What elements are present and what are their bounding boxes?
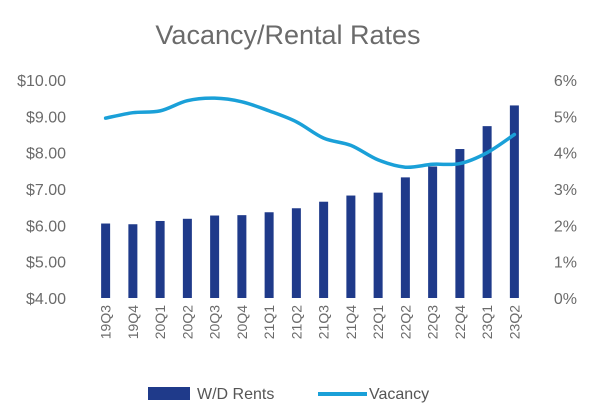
- left-axis-tick-label: $9.00: [26, 109, 66, 126]
- chart-title: Vacancy/Rental Rates: [155, 20, 420, 50]
- rent-bar: [101, 223, 111, 298]
- rent-bar: [128, 224, 138, 298]
- vacancy-line: [103, 96, 517, 170]
- right-axis-ticks: 0% 1% 2% 3% 4% 5% 6%: [554, 73, 577, 308]
- right-axis-tick-label: 4%: [554, 146, 577, 163]
- left-axis-tick-label: $10.00: [17, 73, 66, 90]
- rent-bar: [319, 201, 329, 298]
- left-axis-tick-label: $5.00: [26, 255, 66, 272]
- x-axis-tick-label: 23Q1: [479, 305, 495, 339]
- x-axis-tick-label: 21Q4: [343, 305, 359, 339]
- legend: W/D Rents Vacancy: [148, 386, 429, 403]
- x-axis-tick-label: 20Q4: [234, 305, 250, 339]
- left-axis-tick-label: $7.00: [26, 182, 66, 199]
- rent-bar: [346, 195, 356, 298]
- right-axis-tick-label: 6%: [554, 73, 577, 90]
- rent-bar: [373, 192, 383, 298]
- left-axis-ticks: $4.00 $5.00 $6.00 $7.00 $8.00 $9.00 $10.00: [17, 73, 66, 308]
- x-axis-tick-label: 22Q3: [425, 305, 441, 339]
- x-axis-tick-label: 22Q2: [397, 305, 413, 339]
- x-axis-tick-label: 19Q3: [98, 305, 114, 339]
- right-axis-tick-label: 0%: [554, 291, 577, 308]
- x-axis-tick-label: 21Q3: [316, 305, 332, 339]
- x-axis-tick-label: 22Q1: [370, 305, 386, 339]
- left-axis-tick-label: $8.00: [26, 146, 66, 163]
- right-axis-tick-label: 2%: [554, 218, 577, 235]
- rent-bar: [210, 215, 220, 298]
- rent-bar: [291, 208, 301, 298]
- rent-bar: [264, 212, 274, 298]
- rent-bars: [101, 105, 519, 298]
- x-axis-tick-label: 20Q3: [207, 305, 223, 339]
- left-axis-tick-label: $4.00: [26, 291, 66, 308]
- legend-swatch-rents: [148, 387, 190, 400]
- right-axis-tick-label: 1%: [554, 255, 577, 272]
- rent-bar: [482, 126, 492, 298]
- x-axis-tick-label: 21Q1: [261, 305, 277, 339]
- rent-bar: [400, 177, 410, 298]
- right-axis-tick-label: 5%: [554, 109, 577, 126]
- left-axis-tick-label: $6.00: [26, 218, 66, 235]
- x-axis-tick-label: 22Q4: [452, 305, 468, 339]
- rent-bar: [155, 220, 165, 298]
- x-axis-ticks: 19Q3 19Q4 20Q1 20Q2 20Q3 20Q4 21Q1 21Q2 21Q3 21Q4…: [98, 305, 523, 339]
- rent-bar: [455, 149, 465, 298]
- vacancy-series-line: [103, 96, 517, 170]
- legend-label-vacancy: Vacancy: [369, 386, 429, 403]
- right-axis-tick-label: 3%: [554, 182, 577, 199]
- rent-bar: [428, 166, 438, 298]
- x-axis-tick-label: 21Q2: [288, 305, 304, 339]
- x-axis-tick-label: 23Q2: [506, 305, 522, 339]
- x-axis-tick-label: 19Q4: [125, 305, 141, 339]
- rent-bar: [182, 218, 192, 298]
- rent-bar: [237, 215, 247, 298]
- x-axis-tick-label: 20Q2: [179, 305, 195, 339]
- rent-bar: [509, 105, 519, 298]
- legend-label-rents: W/D Rents: [197, 386, 274, 403]
- x-axis-tick-label: 20Q1: [152, 305, 168, 339]
